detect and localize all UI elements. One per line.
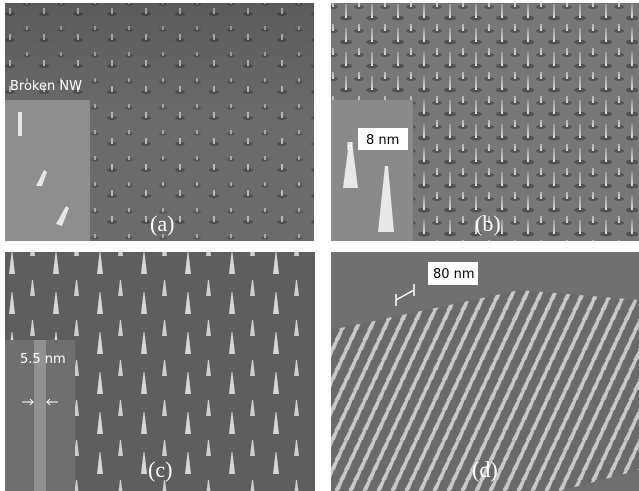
panel-label: (b) (475, 211, 501, 236)
panel-label: (a) (150, 211, 174, 236)
nanowire (18, 112, 22, 136)
panel-label: (c) (148, 457, 172, 482)
inset-b (331, 100, 413, 241)
inset-label: 5.5 nm (20, 352, 66, 367)
inset-a (5, 100, 90, 241)
inset-label: 8 nm (366, 133, 399, 148)
inset-label: Broken NW (10, 79, 82, 94)
figure: Broken NW (a) 8 nm (b) 5.5 nm (c) 80 nm … (0, 0, 639, 491)
inset-label: 80 nm (433, 267, 475, 282)
panel-label: (d) (472, 457, 498, 482)
